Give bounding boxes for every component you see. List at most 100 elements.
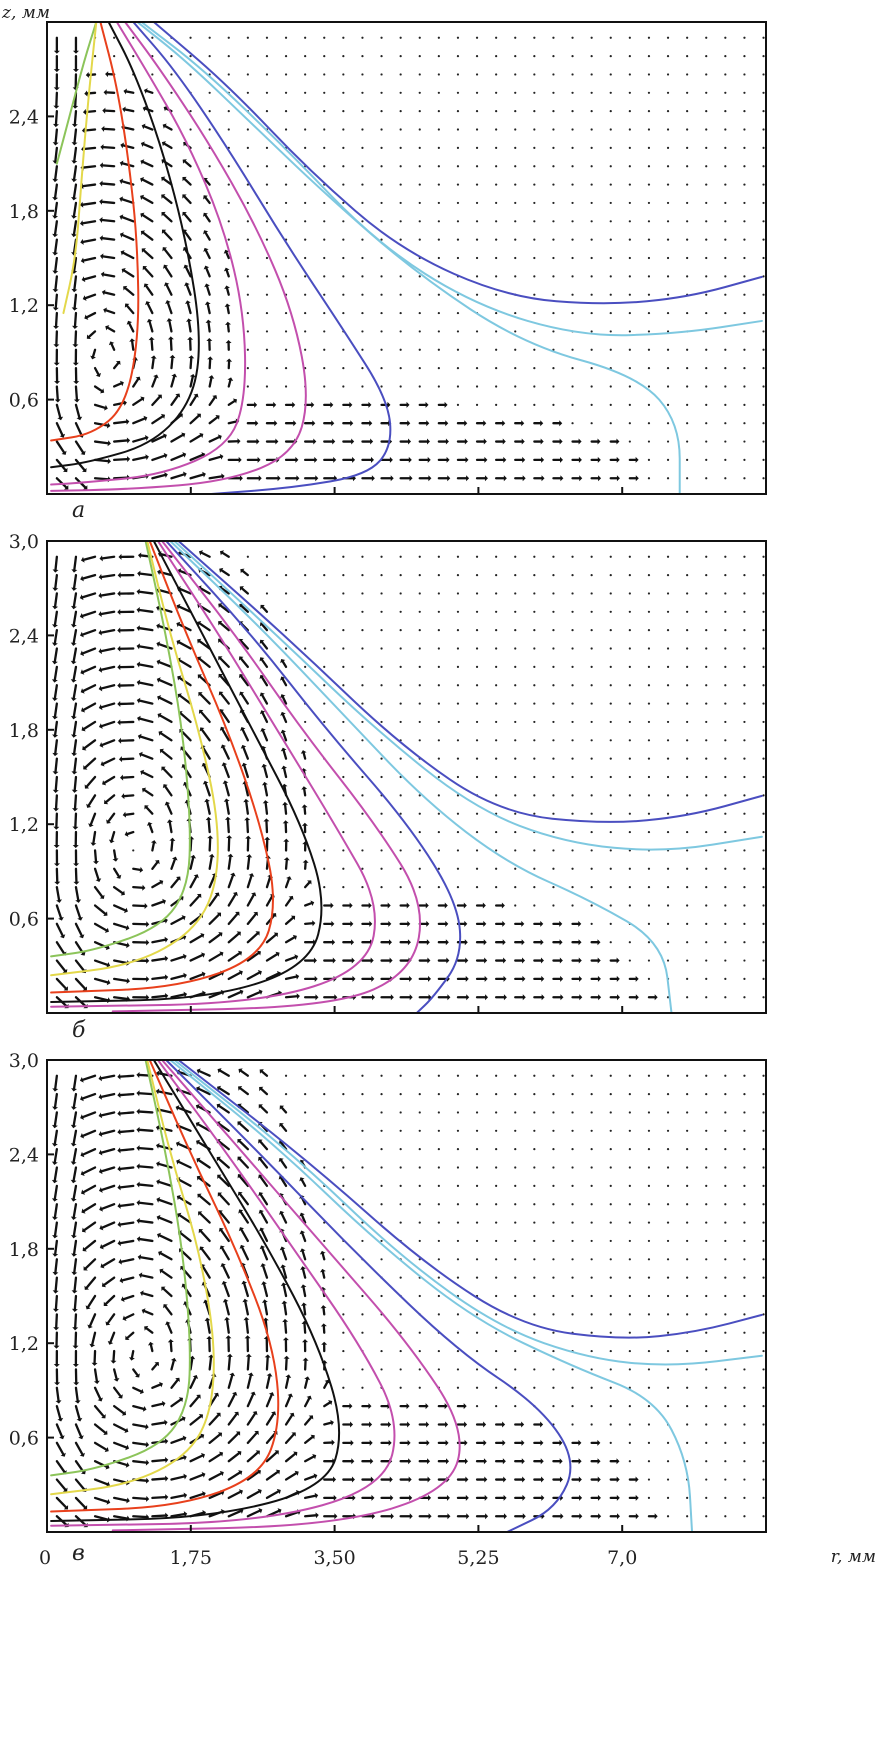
field-point bbox=[647, 183, 651, 186]
field-point bbox=[456, 592, 460, 595]
field-arrow-head bbox=[578, 957, 582, 964]
field-point bbox=[533, 385, 536, 388]
field-arrow-head bbox=[218, 656, 223, 661]
field-arrow-head bbox=[83, 485, 88, 490]
field-arrow-head bbox=[299, 1212, 305, 1217]
field-point bbox=[399, 128, 402, 131]
field-point bbox=[552, 110, 555, 113]
field-point bbox=[361, 385, 364, 388]
field-point bbox=[495, 629, 498, 632]
field-point bbox=[743, 367, 746, 370]
field-point bbox=[686, 1166, 689, 1169]
field-arrow-head bbox=[181, 1416, 186, 1422]
field-arrow bbox=[102, 757, 116, 765]
field-point bbox=[762, 385, 765, 388]
field-point bbox=[437, 1092, 440, 1096]
field-arrow bbox=[93, 1368, 99, 1383]
field-arrow bbox=[74, 959, 86, 972]
field-arrow bbox=[81, 1129, 97, 1137]
field-point bbox=[475, 367, 479, 370]
field-point bbox=[475, 1203, 479, 1206]
field-point bbox=[705, 812, 708, 815]
field-point bbox=[456, 1111, 460, 1114]
field-point bbox=[380, 592, 383, 595]
field-point bbox=[666, 238, 670, 241]
field-arrow bbox=[323, 1381, 329, 1389]
field-arrow bbox=[227, 952, 241, 962]
field-arrow bbox=[208, 893, 219, 907]
field-point bbox=[628, 684, 631, 687]
field-arrow-head bbox=[136, 1163, 140, 1170]
field-point bbox=[666, 1221, 670, 1224]
field-arrow-head bbox=[483, 438, 487, 445]
field-point bbox=[437, 348, 440, 351]
field-arrow-head bbox=[138, 751, 143, 758]
field-point bbox=[666, 477, 670, 480]
field-arrow-head bbox=[635, 1476, 639, 1483]
field-point bbox=[227, 73, 230, 76]
field-point bbox=[418, 348, 421, 351]
field-point bbox=[284, 647, 288, 650]
field-point bbox=[533, 1203, 536, 1206]
field-point bbox=[609, 311, 612, 315]
field-arrow-head bbox=[169, 837, 176, 842]
field-arrow-head bbox=[70, 605, 77, 610]
field-arrow-head bbox=[119, 380, 124, 387]
field-arrow-head bbox=[51, 1124, 58, 1129]
field-arrow-head bbox=[171, 856, 178, 861]
field-arrow bbox=[54, 293, 59, 309]
field-point bbox=[399, 1184, 402, 1187]
field-arrow bbox=[53, 1148, 59, 1164]
field-point bbox=[666, 739, 670, 742]
field-arrow bbox=[143, 1309, 154, 1316]
field-arrow-head bbox=[597, 975, 601, 982]
field-point bbox=[647, 739, 651, 742]
field-arrow bbox=[74, 385, 79, 401]
field-arrow bbox=[101, 200, 116, 205]
field-arrow bbox=[151, 881, 162, 889]
field-point bbox=[418, 830, 421, 834]
field-arrow bbox=[151, 357, 155, 370]
field-point bbox=[647, 385, 651, 388]
field-arrow-head bbox=[560, 994, 564, 1001]
field-point bbox=[686, 385, 689, 388]
field-arrow-head bbox=[483, 1439, 487, 1446]
field-point bbox=[686, 1258, 689, 1261]
field-arrow bbox=[72, 1111, 78, 1127]
field-point bbox=[208, 110, 211, 113]
field-arrow-head bbox=[250, 1391, 256, 1396]
field-point bbox=[571, 201, 574, 205]
field-arrow bbox=[53, 1184, 59, 1200]
field-arrow-head bbox=[280, 729, 287, 734]
field-arrow-head bbox=[184, 799, 191, 804]
field-arrow-head bbox=[72, 344, 79, 348]
field-point bbox=[514, 367, 517, 370]
field-point bbox=[686, 665, 689, 668]
field-point bbox=[399, 36, 402, 39]
field-point bbox=[571, 275, 574, 278]
field-point bbox=[380, 91, 383, 94]
field-arrow bbox=[110, 830, 116, 842]
field-arrow-head bbox=[483, 1421, 487, 1428]
field-arrow-head bbox=[72, 845, 79, 849]
field-point bbox=[437, 165, 440, 168]
field-arrow-head bbox=[123, 285, 128, 291]
field-arrow-head bbox=[136, 1236, 141, 1243]
field-arrow-head bbox=[119, 160, 124, 167]
field-point bbox=[113, 54, 116, 58]
field-arrow bbox=[189, 875, 198, 889]
field-arrow-head bbox=[143, 415, 148, 422]
field-arrow-head bbox=[350, 1439, 354, 1446]
field-arrow-head bbox=[156, 1179, 160, 1185]
field-point bbox=[724, 684, 727, 687]
field-arrow bbox=[54, 739, 59, 755]
field-arrow-head bbox=[541, 475, 545, 482]
field-point bbox=[724, 1423, 727, 1426]
y-tick-label: 2,4 bbox=[9, 1144, 39, 1166]
field-arrow bbox=[219, 657, 230, 669]
field-arrow-head bbox=[140, 212, 145, 218]
field-arrow-head bbox=[159, 1381, 163, 1388]
field-arrow-head bbox=[51, 1161, 58, 1165]
field-point bbox=[628, 1294, 631, 1298]
field-arrow bbox=[169, 1340, 173, 1353]
